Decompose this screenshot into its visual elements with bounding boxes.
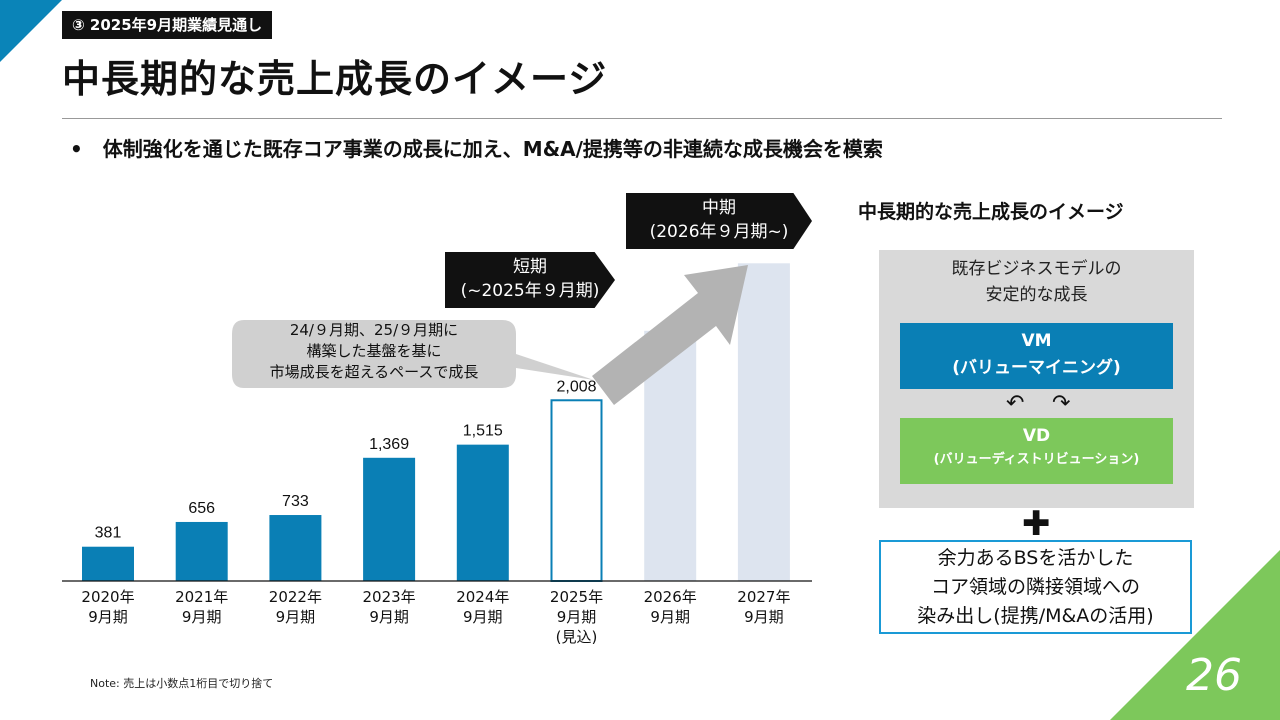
mid-term-callout: 中期 (2026年９月期~) [626,193,812,249]
title-divider [62,118,1222,119]
bar-2022年 [269,515,322,581]
existing-model-line-2: 安定的な成長 [985,285,1088,305]
category-label: (見込) [556,628,598,646]
labels-layer: 381 2020年 9月期 656 2021年 9月期 733 2022年 9月期 1,369 20… [81,378,790,646]
category-label: 2022年 [269,588,322,606]
growth-arrow-icon [592,265,748,405]
vd-box: VD (バリューディストリビューション) [900,418,1173,484]
bar-2021年 [175,521,228,581]
category-label: 9月期 [463,608,503,626]
bullet-point: • 体制強化を通じた既存コア事業の成長に加え、M&A/提携等の非連続な成長機会を模… [70,133,883,162]
existing-model-line-1: 既存ビジネスモデルの [951,259,1122,279]
page-title: 中長期的な売上成長のイメージ [62,57,608,101]
category-label: 9月期 [276,608,316,626]
existing-model-text: 既存ビジネスモデルの 安定的な成長 [879,256,1194,308]
bar-2024年 [456,444,509,581]
foundation-callout-shape [232,320,594,388]
value-label: 381 [95,525,122,542]
short-term-label: 短期 [513,257,547,277]
value-label: 656 [188,500,215,517]
corner-accent-top-left [0,0,62,62]
foundation-line-3: 市場成長を超えるペースで成長 [269,363,479,381]
category-label: 2023年 [363,588,416,606]
vm-subtitle: (バリューマイニング) [952,358,1121,378]
bar-2020年 [82,546,134,581]
short-term-callout: 短期 (~2025年９月期) [445,252,615,308]
category-label: 9月期 [744,608,784,626]
bar-2025年 [550,399,603,582]
mid-term-label: 中期 [702,198,736,218]
bullet-dot-icon: • [70,137,83,161]
mid-term-period: (2026年９月期~) [649,222,789,242]
value-label: 1,515 [463,423,503,440]
bars-layer [82,263,790,582]
bullet-text: 体制強化を通じた既存コア事業の成長に加え、M&A/提携等の非連続な成長機会を模索 [102,137,883,161]
plus-icon: ✚ [1022,504,1051,544]
bs-line-2: コア領域の隣接領域への [930,576,1140,598]
foundation-callout: 24/９月期、25/９月期に 構築した基盤を基に 市場成長を超えるペースで成長 [232,320,516,383]
category-label: 9月期 [369,608,409,626]
page-number: 26 [1186,650,1242,701]
footnote: Note: 売上は小数点1桁目で切り捨て [90,677,274,690]
vm-box: VM (バリューマイニング) [900,323,1173,389]
foundation-line-2: 構築した基盤を基に [306,342,442,360]
rotate-right-icon: ↷ [1052,391,1071,416]
category-label: 9月期 [557,608,597,626]
category-label: 9月期 [182,608,222,626]
category-label: 2021年 [175,588,228,606]
foundation-line-1: 24/９月期、25/９月期に [289,321,459,339]
value-label: 733 [282,493,309,510]
value-label: 2,008 [556,378,596,395]
vm-title: VM [1021,331,1052,351]
short-term-period: (~2025年９月期) [460,281,600,301]
category-label: 2020年 [81,588,134,606]
category-label: 2027年 [737,588,790,606]
bs-line-1: 余力あるBSを活かした [937,547,1134,569]
rotate-left-icon: ↶ [1006,391,1025,416]
revenue-bar-chart: 381 2020年 9月期 656 2021年 9月期 733 2022年 9月期 1,369 20… [62,263,812,646]
adjacent-expansion-box: 余力あるBSを活かした コア領域の隣接領域への 染み出し(提携/M&Aの活用) [879,540,1192,634]
category-label: 9月期 [88,608,128,626]
bar-2023年 [363,457,416,581]
category-label: 9月期 [650,608,690,626]
vd-title: VD [1022,426,1051,446]
section-tag: ③ 2025年9月期業績見通し [62,11,273,39]
category-label: 2026年 [644,588,697,606]
right-panel-title: 中長期的な売上成長のイメージ [858,201,1124,223]
category-label: 2025年 [550,588,603,606]
value-label: 1,369 [369,436,409,453]
vd-subtitle: (バリューディストリビューション) [933,452,1140,467]
bar-2027年 [737,263,790,581]
bs-line-3: 染み出し(提携/M&Aの活用) [917,605,1154,627]
category-label: 2024年 [456,588,509,606]
